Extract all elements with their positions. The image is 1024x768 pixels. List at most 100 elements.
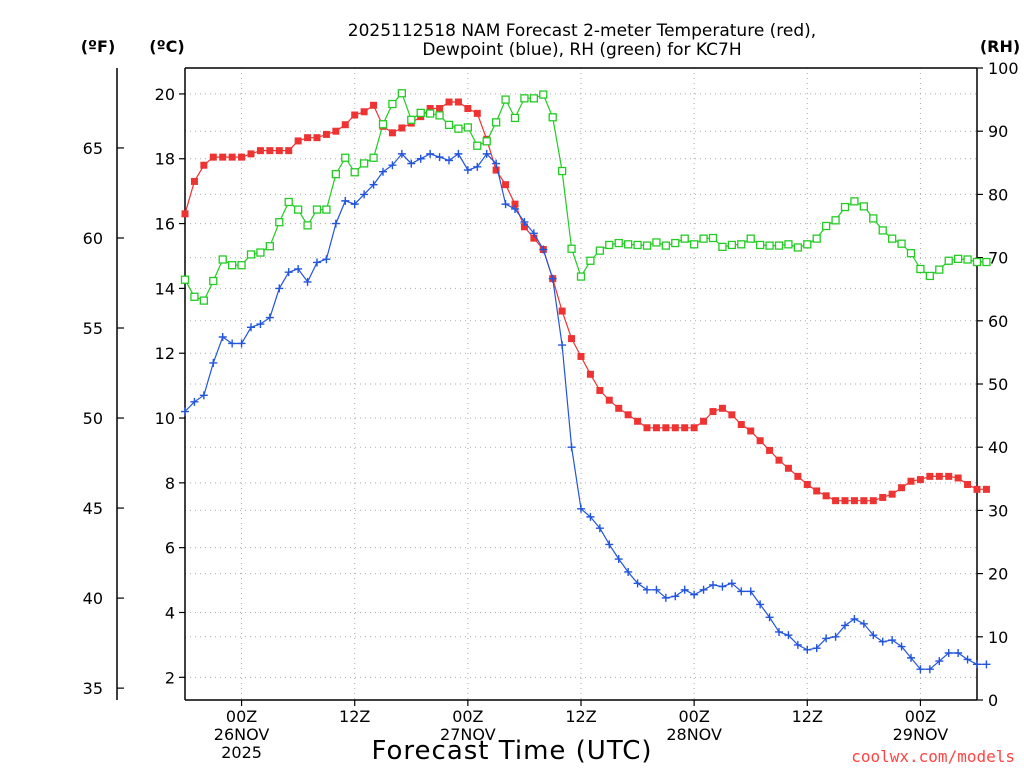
data-point xyxy=(265,242,275,251)
data-point xyxy=(388,99,397,109)
data-point xyxy=(869,214,878,223)
data-point xyxy=(614,238,623,248)
data-point xyxy=(209,358,218,367)
fahrenheit-tick-label: 50 xyxy=(83,409,103,428)
data-point xyxy=(755,240,765,250)
data-point xyxy=(709,580,717,589)
celsius-tick-label: 16 xyxy=(155,215,175,234)
data-point xyxy=(190,292,199,301)
rh-tick-label: 50 xyxy=(988,375,1008,394)
data-point xyxy=(907,653,915,662)
data-point xyxy=(369,153,378,162)
data-point xyxy=(275,284,284,293)
data-point xyxy=(529,94,539,103)
data-point xyxy=(982,660,991,669)
data-point xyxy=(897,642,906,651)
rh-tick-label: 0 xyxy=(988,691,998,710)
data-point xyxy=(700,417,708,425)
data-point xyxy=(473,109,481,117)
series-rh xyxy=(180,89,991,305)
data-point xyxy=(313,258,321,267)
data-point xyxy=(954,649,963,658)
data-point xyxy=(803,645,812,654)
data-point xyxy=(568,335,576,343)
data-point xyxy=(803,240,812,249)
data-point xyxy=(963,255,972,264)
data-point xyxy=(765,613,774,622)
data-point xyxy=(388,129,396,137)
data-point xyxy=(803,480,811,488)
data-point xyxy=(445,156,453,165)
data-point xyxy=(859,619,868,628)
data-point xyxy=(737,421,745,429)
data-point xyxy=(623,240,633,249)
data-point xyxy=(370,101,378,109)
x-tick-label: 00Z xyxy=(905,707,936,726)
data-point xyxy=(237,261,246,270)
data-point xyxy=(237,339,246,348)
series-layer xyxy=(180,89,991,674)
data-point xyxy=(341,153,350,162)
data-point xyxy=(539,245,548,254)
data-point xyxy=(699,234,708,243)
data-point xyxy=(567,244,576,253)
data-point xyxy=(285,147,293,155)
data-point xyxy=(378,120,388,129)
data-point xyxy=(520,223,528,231)
data-point xyxy=(256,248,265,257)
data-point xyxy=(416,154,425,163)
data-point xyxy=(718,404,726,412)
data-point xyxy=(709,408,717,416)
data-point xyxy=(181,210,189,218)
data-point xyxy=(662,424,670,432)
data-point xyxy=(322,130,330,138)
data-point xyxy=(822,634,831,643)
data-point xyxy=(671,592,680,601)
data-point xyxy=(275,218,284,227)
data-point xyxy=(238,153,246,161)
data-point xyxy=(642,241,652,250)
data-point xyxy=(973,660,981,669)
data-point xyxy=(190,177,198,185)
data-point xyxy=(199,391,208,400)
data-point xyxy=(425,109,435,118)
data-point xyxy=(511,204,519,213)
data-point xyxy=(746,234,755,243)
data-point xyxy=(756,437,764,445)
data-point xyxy=(284,197,293,207)
data-point xyxy=(595,246,605,255)
data-point xyxy=(916,476,924,484)
data-point xyxy=(557,166,567,176)
data-point xyxy=(935,472,943,480)
data-point xyxy=(595,524,604,533)
data-point xyxy=(953,254,963,264)
data-point xyxy=(850,497,858,505)
data-point xyxy=(708,233,718,243)
series-dewpoint xyxy=(181,149,991,674)
fahrenheit-tick-label: 40 xyxy=(83,589,103,608)
data-point xyxy=(737,240,746,249)
data-point xyxy=(887,234,897,243)
x-tick-label: 2025 xyxy=(221,743,262,762)
x-tick-label: 28NOV xyxy=(666,725,722,744)
data-point xyxy=(982,485,990,493)
data-point xyxy=(350,200,359,209)
data-point xyxy=(907,477,915,485)
data-point xyxy=(690,590,699,599)
data-point xyxy=(973,485,981,493)
data-point xyxy=(341,121,349,129)
data-point xyxy=(209,153,217,161)
chart-title-line-1: 2025112518 NAM Forecast 2-meter Temperat… xyxy=(348,21,816,41)
data-point xyxy=(634,417,642,425)
data-point xyxy=(445,98,453,106)
data-point xyxy=(652,238,661,247)
data-point xyxy=(615,404,623,412)
data-point xyxy=(548,113,557,122)
data-point xyxy=(841,497,849,505)
data-point xyxy=(841,621,849,630)
data-point xyxy=(520,94,529,103)
data-point xyxy=(964,480,972,488)
data-point xyxy=(832,497,840,505)
data-point xyxy=(944,256,953,265)
